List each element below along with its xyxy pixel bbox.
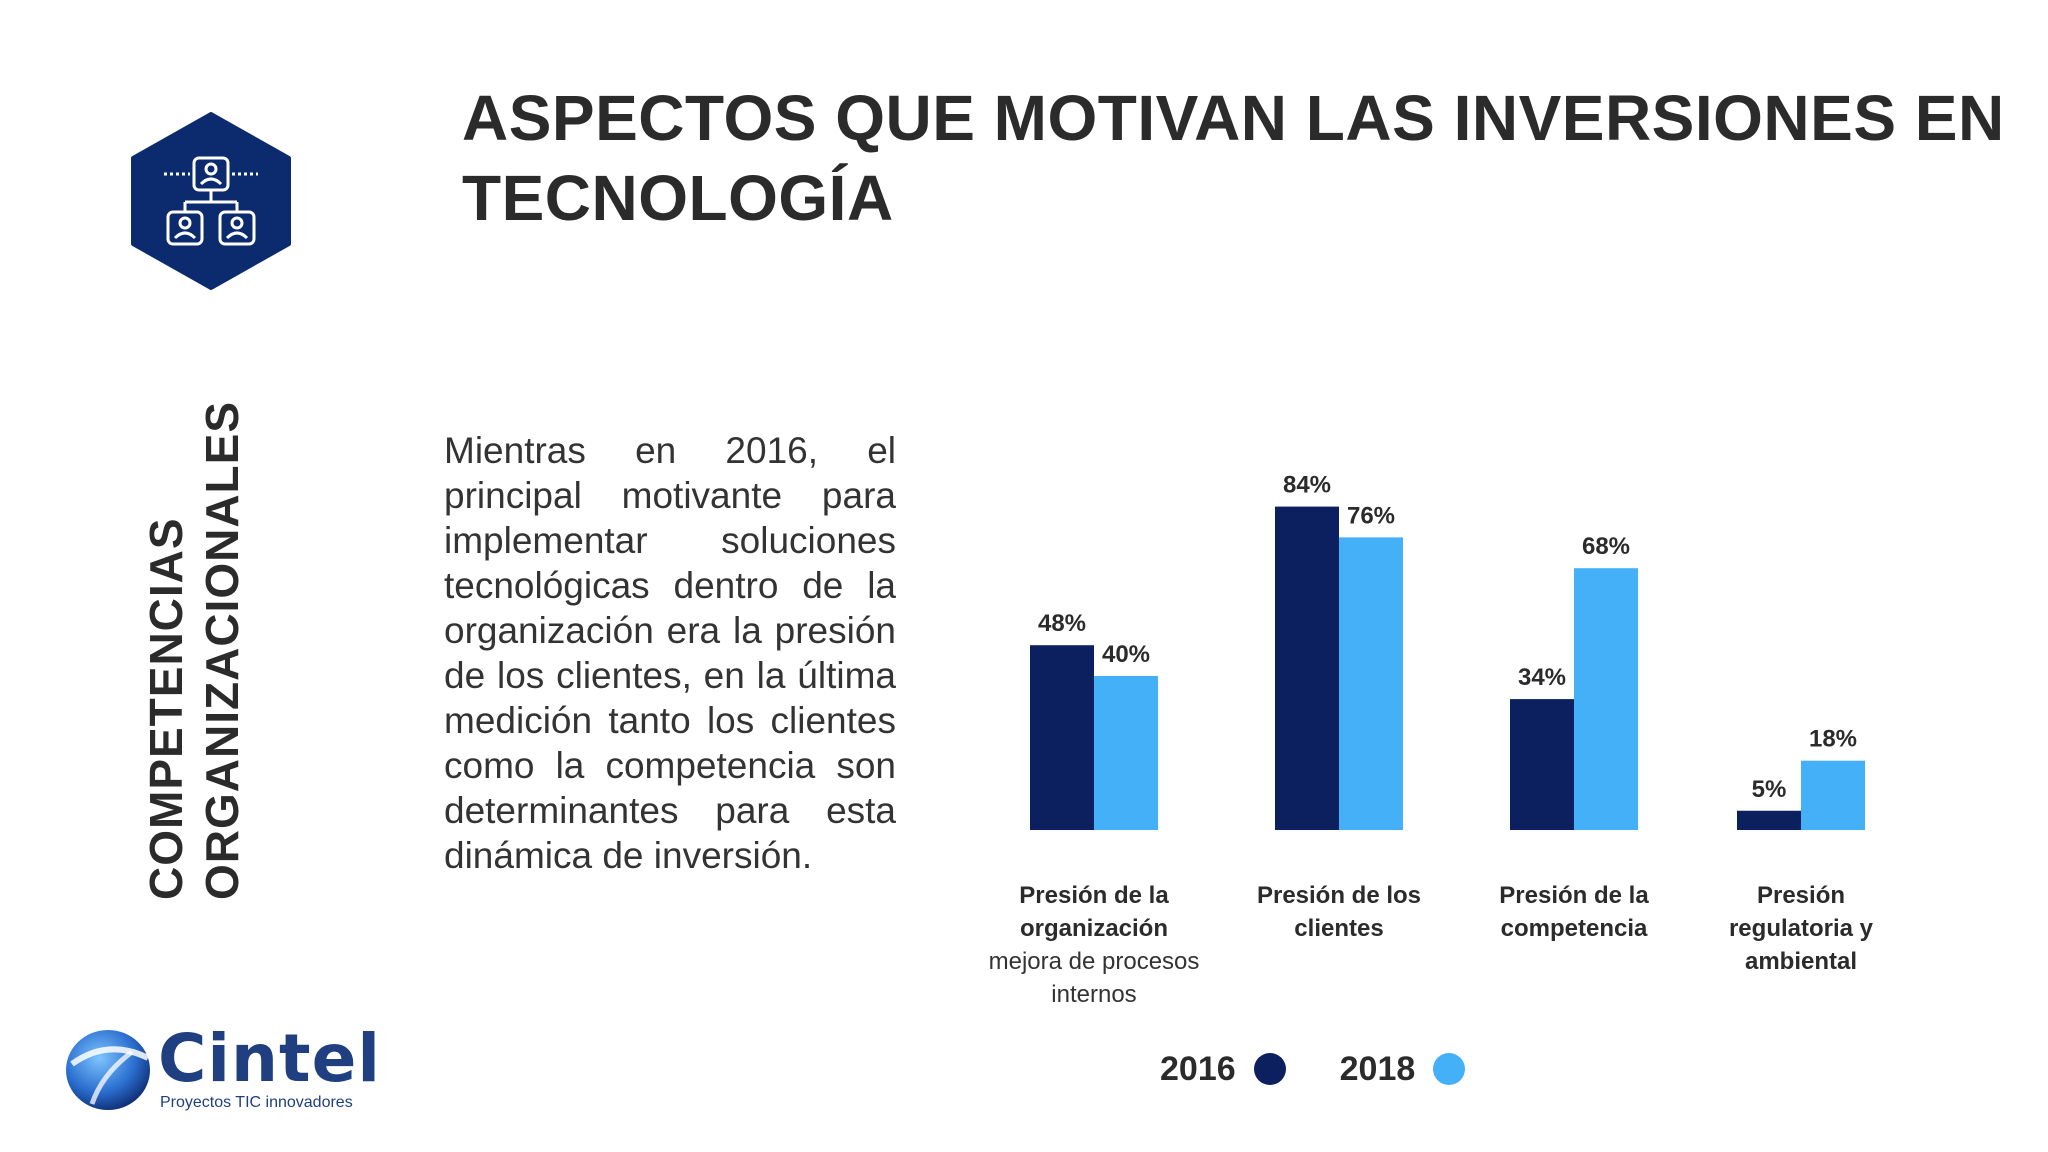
bar-2016-0 <box>1030 645 1094 830</box>
category-label-1-line1: clientes <box>1294 915 1383 942</box>
bar-2018-1 <box>1339 537 1403 830</box>
category-sublabel-0-line0: mejora de procesos <box>989 948 1200 975</box>
category-label-2-line0: Presión de la <box>1499 882 1649 909</box>
data-label-2018-1: 76% <box>1347 502 1395 529</box>
legend-label-2016: 2016 <box>1160 1049 1236 1088</box>
data-label-2018-3: 18% <box>1809 726 1857 753</box>
legend-dot-2018 <box>1433 1053 1466 1085</box>
section-label: COMPETENCIAS ORGANIZACIONALES <box>138 401 250 900</box>
logo-tagline: Proyectos TIC innovadores <box>160 1094 353 1111</box>
org-chart-icon <box>131 112 291 290</box>
data-label-2016-3: 5% <box>1752 776 1787 803</box>
bar-2016-1 <box>1275 506 1339 830</box>
cintel-globe-icon <box>66 1030 150 1110</box>
bar-2016-2 <box>1510 699 1574 830</box>
section-label-line2: ORGANIZACIONALES <box>196 401 248 900</box>
category-label-0-line1: organización <box>1020 915 1168 942</box>
bar-2016-3 <box>1737 810 1801 830</box>
legend-label-2018: 2018 <box>1339 1049 1416 1088</box>
category-label-1-line0: Presión de los <box>1257 882 1421 909</box>
data-label-2016-1: 84% <box>1283 472 1331 499</box>
category-sublabel-0-line1: internos <box>1051 981 1136 1008</box>
logo-name: Cintel <box>158 1020 381 1097</box>
category-label-2-line1: competencia <box>1501 915 1648 942</box>
bar-2018-3 <box>1801 760 1865 830</box>
data-label-2018-0: 40% <box>1102 641 1150 668</box>
data-label-2016-2: 34% <box>1518 664 1566 691</box>
section-label-line1: COMPETENCIAS <box>140 517 192 900</box>
chart-legend: 2016 2018 <box>1160 1044 1519 1094</box>
data-label-2016-0: 48% <box>1038 610 1086 637</box>
legend-item-2016: 2016 <box>1160 1050 1286 1089</box>
bar-chart: 48% 40% Presión de la organización mejora de… <box>989 472 1874 1008</box>
category-label-3-line0: Presión <box>1757 882 1845 909</box>
legend-dot-2016 <box>1253 1053 1286 1085</box>
data-label-2018-2: 68% <box>1582 533 1630 560</box>
legend-item-2018: 2018 <box>1340 1050 1466 1089</box>
category-label-3-line2: ambiental <box>1745 948 1857 975</box>
cintel-logo: Cintel Proyectos TIC innovadores <box>62 1024 392 1114</box>
bar-2018-2 <box>1574 568 1638 830</box>
category-label-0-line0: Presión de la <box>1019 882 1169 909</box>
description-text: Mientras en 2016, el principal motivante… <box>444 430 896 876</box>
page-title: ASPECTOS QUE MOTIVAN LAS INVERSIONES EN … <box>462 82 2005 234</box>
category-label-3-line1: regulatoria y <box>1729 915 1874 942</box>
bar-2018-0 <box>1094 676 1158 830</box>
